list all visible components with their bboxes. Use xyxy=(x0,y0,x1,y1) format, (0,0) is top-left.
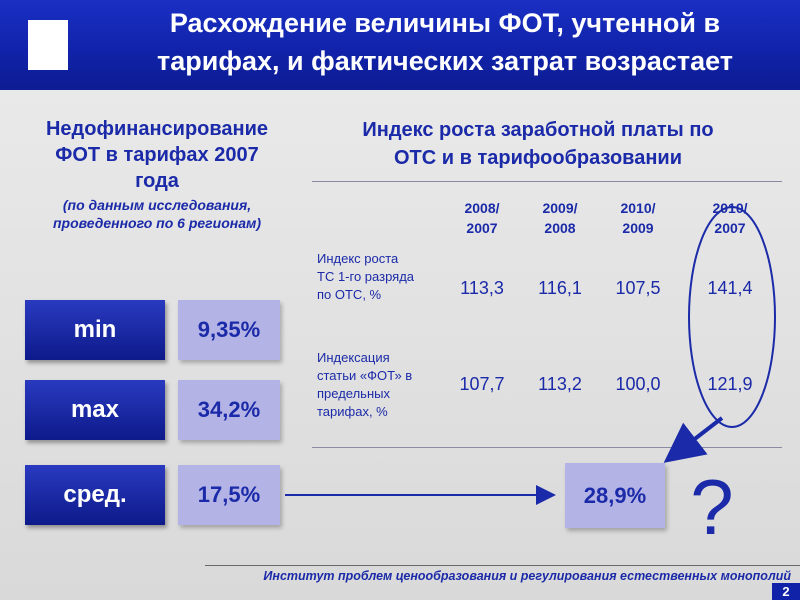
row-label-line: предельных xyxy=(317,386,390,401)
row-label-line: тарифах, % xyxy=(317,404,388,419)
stat-label-max: max xyxy=(25,380,165,440)
highlight-ellipse xyxy=(688,206,776,428)
page-title-line-2: тарифах, и фактических затрат возрастает xyxy=(156,46,734,76)
wage-index-heading-line-2: ОТС и в тарифообразовании xyxy=(394,147,682,169)
col-header-line: 2007 xyxy=(714,220,746,236)
stat-value-avg: 17,5% xyxy=(178,465,280,525)
footer-rule xyxy=(205,565,800,566)
table-top-rule xyxy=(312,181,782,182)
col-header-2010-2009: 2010/ 2009 xyxy=(598,198,678,238)
col-header-line: 2010/ xyxy=(620,200,656,216)
col-header-line: 2007 xyxy=(466,220,498,236)
table-cell: 141,4 xyxy=(707,278,753,298)
row-label-line: по ОТС, % xyxy=(317,287,382,302)
page-title-line-1: Расхождение величины ФОТ, учтенной в xyxy=(169,8,721,38)
question-mark: ? xyxy=(690,463,734,551)
underfunding-heading-line-2: ФОТ в тарифах 2007 xyxy=(55,144,259,166)
table-cell: 121,9 xyxy=(707,374,753,394)
underfunding-heading: Недофинансирование ФОТ в тарифах 2007 го… xyxy=(22,116,292,194)
stat-label-min: min xyxy=(25,300,165,360)
underfunding-heading-line-1: Недофинансирование xyxy=(45,118,269,140)
logo-square xyxy=(28,20,68,70)
table-cell: 100,0 xyxy=(615,374,661,394)
col-header-line: 2009 xyxy=(622,220,654,236)
table-bottom-rule xyxy=(312,447,782,448)
header-bar: Расхождение величины ФОТ, учтенной в тар… xyxy=(0,0,800,90)
row-label-line: Индексация xyxy=(317,350,390,365)
underfunding-subheading-line-1: (по данным исследования, xyxy=(62,197,252,213)
row-label-wage-index: Индекс роста ТС 1-го разряда по ОТС, % xyxy=(317,250,442,304)
table-cell: 113,2 xyxy=(538,374,582,394)
stat-value-max: 34,2% xyxy=(178,380,280,440)
table-cell: 107,7 xyxy=(459,374,505,394)
table-cell: 113,3 xyxy=(460,278,504,298)
col-header-line: 2009/ xyxy=(542,200,578,216)
col-header-2009-2008: 2009/ 2008 xyxy=(520,198,600,238)
underfunding-subheading-line-2: проведенного по 6 регионам) xyxy=(52,215,262,231)
underfunding-heading-line-3: года xyxy=(135,170,179,192)
col-header-line: 2008/ xyxy=(464,200,500,216)
row-label-fot-indexation: Индексация статьи «ФОТ» в предельных тар… xyxy=(317,349,442,421)
row-label-line: ТС 1-го разряда xyxy=(317,269,415,284)
stat-value-min: 9,35% xyxy=(178,300,280,360)
arrow-ellipse-to-result xyxy=(663,416,724,463)
row-label-line: Индекс роста xyxy=(317,251,399,266)
result-value-box: 28,9% xyxy=(565,463,665,528)
page-number: 2 xyxy=(772,583,800,600)
table-cell: 116,1 xyxy=(538,278,582,298)
wage-index-heading: Индекс роста заработной платы по ОТС и в… xyxy=(318,116,758,172)
footer-institute: Институт проблем ценообразования и регул… xyxy=(263,569,791,583)
stat-label-avg: сред. xyxy=(25,465,165,525)
wage-index-heading-line-1: Индекс роста заработной платы по xyxy=(362,119,714,141)
page-title: Расхождение величины ФОТ, учтенной в тар… xyxy=(100,4,790,80)
row-label-line: статьи «ФОТ» в xyxy=(317,368,413,383)
col-header-2008-2007: 2008/ 2007 xyxy=(442,198,522,238)
underfunding-subheading: (по данным исследования, проведенного по… xyxy=(22,196,292,232)
table-cell: 107,5 xyxy=(615,278,661,298)
col-header-line: 2008 xyxy=(544,220,576,236)
